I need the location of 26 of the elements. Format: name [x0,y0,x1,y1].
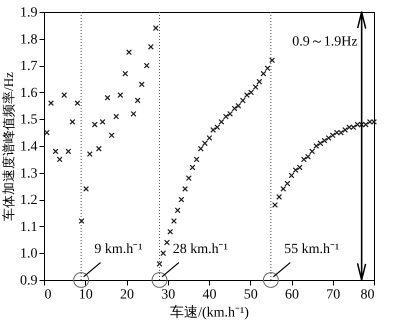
y-tick-label: 1.8 [20,32,38,48]
y-tick-label: 0.9 [20,274,38,288]
y-tick-label: 1.1 [20,220,38,235]
y-axis-title: 车体加速度谱峰值频率/Hz [1,72,16,221]
ref-line-label: 9 km.h⁻¹ [94,242,142,257]
ref-line-label: 28 km.h⁻¹ [172,242,228,257]
x-axis-title: 车速/(km.h⁻¹) [170,304,250,320]
y-tick-label: 1.6 [20,86,38,101]
y-tick-label: 1.5 [20,112,38,128]
x-tick-label: 20 [120,288,134,302]
x-tick-label: 30 [161,288,176,302]
y-tick-label: 1.2 [20,193,38,208]
x-tick-label: 50 [244,288,258,302]
x-tick-label: 40 [202,288,216,302]
x-tick-label: 10 [78,288,93,302]
ref-line-label: 0.9～1.9Hz [292,34,358,50]
ref-line-label: 55 km.h⁻¹ [284,242,340,257]
x-tick-label: 60 [285,288,299,302]
y-tick-label: 1.3 [20,166,38,182]
x-tick-label: 0 [44,288,52,302]
y-tick-label: 1.4 [20,140,38,154]
y-tick-label: 1.7 [20,59,38,74]
y-tick-label: 1.9 [20,6,38,20]
x-tick-label: 70 [326,288,340,302]
y-tick-label: 1.0 [20,246,38,262]
x-tick-label: 80 [360,288,374,302]
